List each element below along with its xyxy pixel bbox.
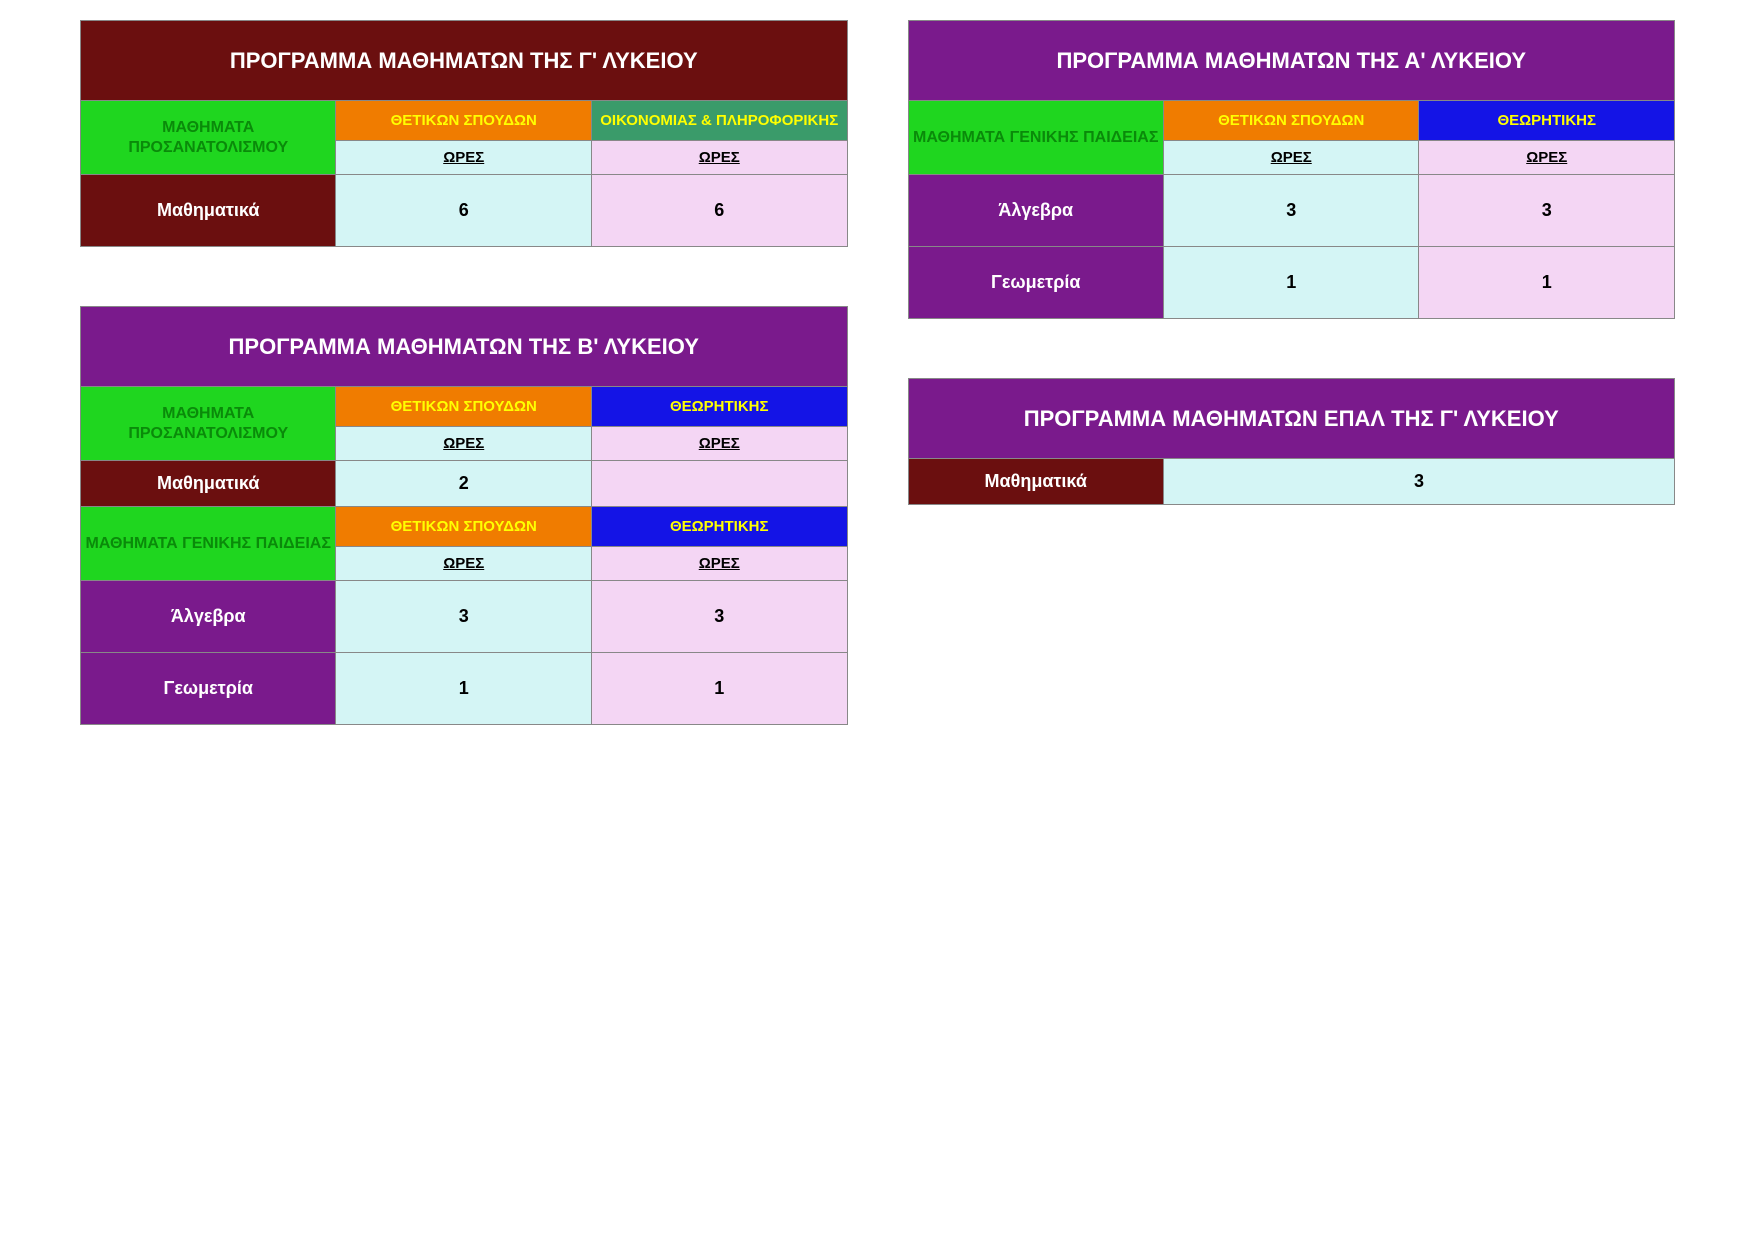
- b-gen-row1-subject: Γεωμετρία: [81, 653, 336, 725]
- a-row1-v2: 1: [1419, 247, 1675, 319]
- b-gen-row1-v2: 1: [591, 653, 847, 725]
- c-row0-v1: 6: [336, 175, 592, 247]
- c-row0-subject: Μαθηματικά: [81, 175, 336, 247]
- b-general-label: ΜΑΘΗΜΑΤΑ ΓΕΝΙΚΗΣ ΠΑΙΔΕΙΑΣ: [81, 507, 336, 581]
- b-hours-1: ΩΡΕΣ: [336, 427, 592, 461]
- table-epal-title: ΠΡΟΓΡΑΜΜΑ ΜΑΘΗΜΑΤΩΝ ΕΠΑΛ ΤΗΣ Γ' ΛΥΚΕΙΟΥ: [908, 379, 1675, 459]
- b-gen-track-positive: ΘΕΤΙΚΩΝ ΣΠΟΥΔΩΝ: [336, 507, 592, 547]
- table-c-title: ΠΡΟΓΡΑΜΜΑ ΜΑΘΗΜΑΤΩΝ ΤΗΣ Γ' ΛΥΚΕΙΟΥ: [81, 21, 848, 101]
- a-hours-1: ΩΡΕΣ: [1163, 141, 1419, 175]
- b-hours-2: ΩΡΕΣ: [591, 427, 847, 461]
- b-gen-row1-v1: 1: [336, 653, 592, 725]
- b-gen-row0-subject: Άλγεβρα: [81, 581, 336, 653]
- epal-row0-v: 3: [1163, 459, 1674, 505]
- b-gen-track-theoretical: ΘΕΩΡΗΤΙΚΗΣ: [591, 507, 847, 547]
- a-track-theoretical: ΘΕΩΡΗΤΙΚΗΣ: [1419, 101, 1675, 141]
- a-general-label: ΜΑΘΗΜΑΤΑ ΓΕΝΙΚΗΣ ΠΑΙΔΕΙΑΣ: [908, 101, 1163, 175]
- a-row1-subject: Γεωμετρία: [908, 247, 1163, 319]
- c-track-positive: ΘΕΤΙΚΩΝ ΣΠΟΥΔΩΝ: [336, 101, 592, 141]
- c-row0-v2: 6: [591, 175, 847, 247]
- a-hours-2: ΩΡΕΣ: [1419, 141, 1675, 175]
- b-gen-hours-1: ΩΡΕΣ: [336, 547, 592, 581]
- b-gen-row0-v2: 3: [591, 581, 847, 653]
- a-row0-v1: 3: [1163, 175, 1419, 247]
- b-gen-hours-2: ΩΡΕΣ: [591, 547, 847, 581]
- a-row0-v2: 3: [1419, 175, 1675, 247]
- left-column: ΠΡΟΓΡΑΜΜΑ ΜΑΘΗΜΑΤΩΝ ΤΗΣ Γ' ΛΥΚΕΙΟΥ ΜΑΘΗΜ…: [80, 20, 848, 725]
- table-c-lykeio: ΠΡΟΓΡΑΜΜΑ ΜΑΘΗΜΑΤΩΝ ΤΗΣ Γ' ΛΥΚΕΙΟΥ ΜΑΘΗΜ…: [80, 20, 848, 725]
- b-orient-row0-v1: 2: [336, 461, 592, 507]
- b-track-positive: ΘΕΤΙΚΩΝ ΣΠΟΥΔΩΝ: [336, 387, 592, 427]
- b-gen-row0-v1: 3: [336, 581, 592, 653]
- spacer: [81, 247, 848, 307]
- page-root: ΠΡΟΓΡΑΜΜΑ ΜΑΘΗΜΑΤΩΝ ΤΗΣ Γ' ΛΥΚΕΙΟΥ ΜΑΘΗΜ…: [80, 20, 1675, 725]
- right-column: ΠΡΟΓΡΑΜΜΑ ΜΑΘΗΜΑΤΩΝ ΤΗΣ Α' ΛΥΚΕΙΟΥ ΜΑΘΗΜ…: [908, 20, 1676, 505]
- c-track-econit: ΟΙΚΟΝΟΜΙΑΣ & ΠΛΗΡΟΦΟΡΙΚΗΣ: [591, 101, 847, 141]
- c-hours-2: ΩΡΕΣ: [591, 141, 847, 175]
- epal-row0-subject: Μαθηματικά: [908, 459, 1163, 505]
- table-a-lykeio: ΠΡΟΓΡΑΜΜΑ ΜΑΘΗΜΑΤΩΝ ΤΗΣ Α' ΛΥΚΕΙΟΥ ΜΑΘΗΜ…: [908, 20, 1676, 505]
- c-hours-1: ΩΡΕΣ: [336, 141, 592, 175]
- b-orient-row0-v2: [591, 461, 847, 507]
- spacer: [908, 319, 1675, 379]
- a-track-positive: ΘΕΤΙΚΩΝ ΣΠΟΥΔΩΝ: [1163, 101, 1419, 141]
- table-b-title: ΠΡΟΓΡΑΜΜΑ ΜΑΘΗΜΑΤΩΝ ΤΗΣ Β' ΛΥΚΕΙΟΥ: [81, 307, 848, 387]
- c-orientation-label: ΜΑΘΗΜΑΤΑ ΠΡΟΣΑΝΑΤΟΛΙΣΜΟΥ: [81, 101, 336, 175]
- table-a-title: ΠΡΟΓΡΑΜΜΑ ΜΑΘΗΜΑΤΩΝ ΤΗΣ Α' ΛΥΚΕΙΟΥ: [908, 21, 1675, 101]
- a-row1-v1: 1: [1163, 247, 1419, 319]
- b-track-theoretical: ΘΕΩΡΗΤΙΚΗΣ: [591, 387, 847, 427]
- b-orient-row0-subject: Μαθηματικά: [81, 461, 336, 507]
- b-orientation-label: ΜΑΘΗΜΑΤΑ ΠΡΟΣΑΝΑΤΟΛΙΣΜΟΥ: [81, 387, 336, 461]
- a-row0-subject: Άλγεβρα: [908, 175, 1163, 247]
